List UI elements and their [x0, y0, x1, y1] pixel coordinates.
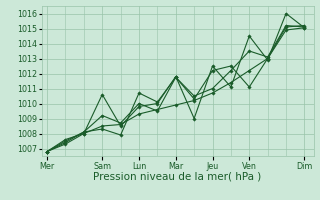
X-axis label: Pression niveau de la mer( hPa ): Pression niveau de la mer( hPa ) — [93, 172, 262, 182]
